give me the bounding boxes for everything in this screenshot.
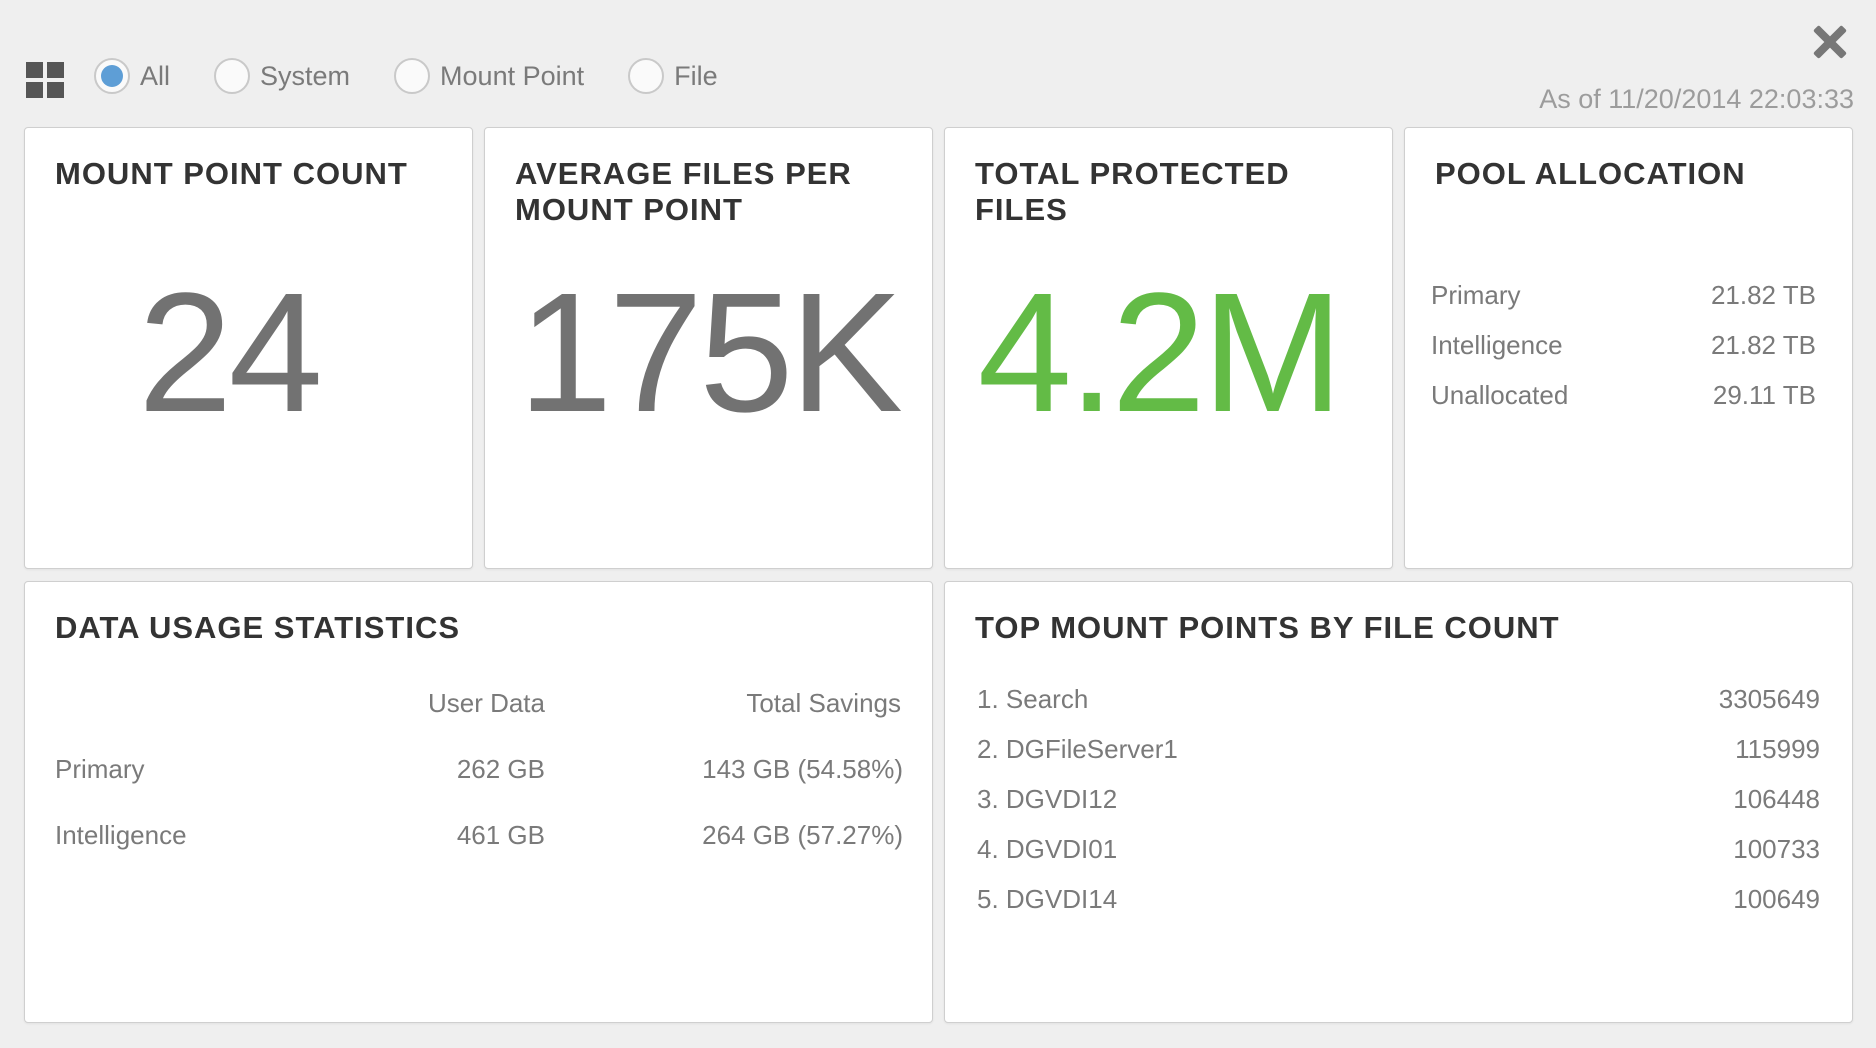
filter-radio-label: All xyxy=(140,60,171,91)
radio-button-icon[interactable] xyxy=(94,58,130,94)
card-total-protected-files: TOTAL PROTECTED FILES 4.2M xyxy=(944,127,1393,569)
mount-point-name: 3. DGVDI12 xyxy=(977,784,1118,814)
usage-row-label: Primary xyxy=(55,754,145,784)
card-pool-allocation: POOL ALLOCATION Primary 21.82 TB Intelli… xyxy=(1404,127,1853,569)
radio-button-icon[interactable] xyxy=(628,58,665,94)
card-data-usage-statistics: DATA USAGE STATISTICS User Data Total Sa… xyxy=(24,581,933,1023)
radio-button-icon[interactable] xyxy=(394,58,431,94)
pool-row-value: 29.11 TB xyxy=(1712,380,1816,410)
grid-view-icon[interactable] xyxy=(26,62,66,100)
mount-point-file-count: 115999 xyxy=(1735,734,1820,764)
filter-radio-group: All System Mount Point File xyxy=(94,58,718,94)
close-icon[interactable] xyxy=(1812,24,1848,60)
pool-row: Unallocated 29.11 TB xyxy=(1431,380,1816,411)
timestamp: As of 11/20/2014 22:03:33 xyxy=(1539,84,1854,114)
card-mount-point-count: MOUNT POINT COUNT 24 xyxy=(24,127,473,569)
card-title: TOTAL PROTECTED FILES xyxy=(975,156,1290,227)
list-item[interactable]: 5. DGVDI14 100649 xyxy=(977,884,1820,915)
total-protected-value: 4.2M xyxy=(977,258,1344,448)
filter-radio-all[interactable]: All xyxy=(94,58,170,94)
filter-radio-system[interactable]: System xyxy=(214,58,350,94)
list-item[interactable]: 1. Search 3305649 xyxy=(977,684,1820,715)
card-title: TOP MOUNT POINTS BY FILE COUNT xyxy=(975,610,1560,645)
mount-point-file-count: 100733 xyxy=(1733,834,1820,864)
filter-radio-label: System xyxy=(260,60,351,91)
mount-point-name: 4. DGVDI01 xyxy=(977,834,1118,864)
column-header-user-data: User Data xyxy=(427,688,545,718)
usage-row-total-savings: 264 GB (57.27%) xyxy=(702,820,903,850)
list-item[interactable]: 4. DGVDI01 100733 xyxy=(977,834,1820,865)
filter-radio-file[interactable]: File xyxy=(628,58,718,94)
usage-row-user-data: 262 GB xyxy=(456,754,545,784)
mount-point-name: 1. Search xyxy=(977,684,1089,714)
mount-point-name: 5. DGVDI14 xyxy=(977,884,1118,914)
pool-row-label: Unallocated xyxy=(1431,380,1569,410)
toolbar: All System Mount Point File As of 11/20/… xyxy=(0,0,1876,128)
card-average-files: AVERAGE FILES PER MOUNT POINT 175K xyxy=(484,127,933,569)
card-title: AVERAGE FILES PER MOUNT POINT xyxy=(515,156,852,227)
pool-row-value: 21.82 TB xyxy=(1710,280,1816,310)
mount-point-file-count: 106448 xyxy=(1733,784,1820,814)
pool-row-label: Primary xyxy=(1431,280,1521,310)
usage-row-label: Intelligence xyxy=(55,820,187,850)
list-item[interactable]: 2. DGFileServer1 115999 xyxy=(977,734,1820,765)
list-item[interactable]: 3. DGVDI12 106448 xyxy=(977,784,1820,815)
card-title: POOL ALLOCATION xyxy=(1435,156,1746,191)
pool-row: Intelligence 21.82 TB xyxy=(1431,330,1816,361)
usage-row-user-data: 461 GB xyxy=(456,820,545,850)
filter-radio-label: File xyxy=(674,60,718,91)
card-title: DATA USAGE STATISTICS xyxy=(55,610,461,645)
column-header-total-savings: Total Savings xyxy=(746,688,901,718)
pool-row-value: 21.82 TB xyxy=(1710,330,1816,360)
mount-point-count-value: 24 xyxy=(137,258,323,448)
filter-radio-mount-point[interactable]: Mount Point xyxy=(394,58,584,94)
card-top-mount-points: TOP MOUNT POINTS BY FILE COUNT 1. Search… xyxy=(944,581,1853,1023)
mount-point-file-count: 3305649 xyxy=(1718,684,1820,714)
card-title: MOUNT POINT COUNT xyxy=(55,156,408,191)
average-files-value: 175K xyxy=(517,258,903,448)
pool-row: Primary 21.82 TB xyxy=(1431,280,1816,311)
mount-point-file-count: 100649 xyxy=(1733,884,1820,914)
mount-point-name: 2. DGFileServer1 xyxy=(977,734,1178,764)
usage-row-total-savings: 143 GB (54.58%) xyxy=(702,754,903,784)
filter-radio-label: Mount Point xyxy=(440,60,585,91)
pool-row-label: Intelligence xyxy=(1431,330,1563,360)
radio-button-icon[interactable] xyxy=(214,58,251,94)
